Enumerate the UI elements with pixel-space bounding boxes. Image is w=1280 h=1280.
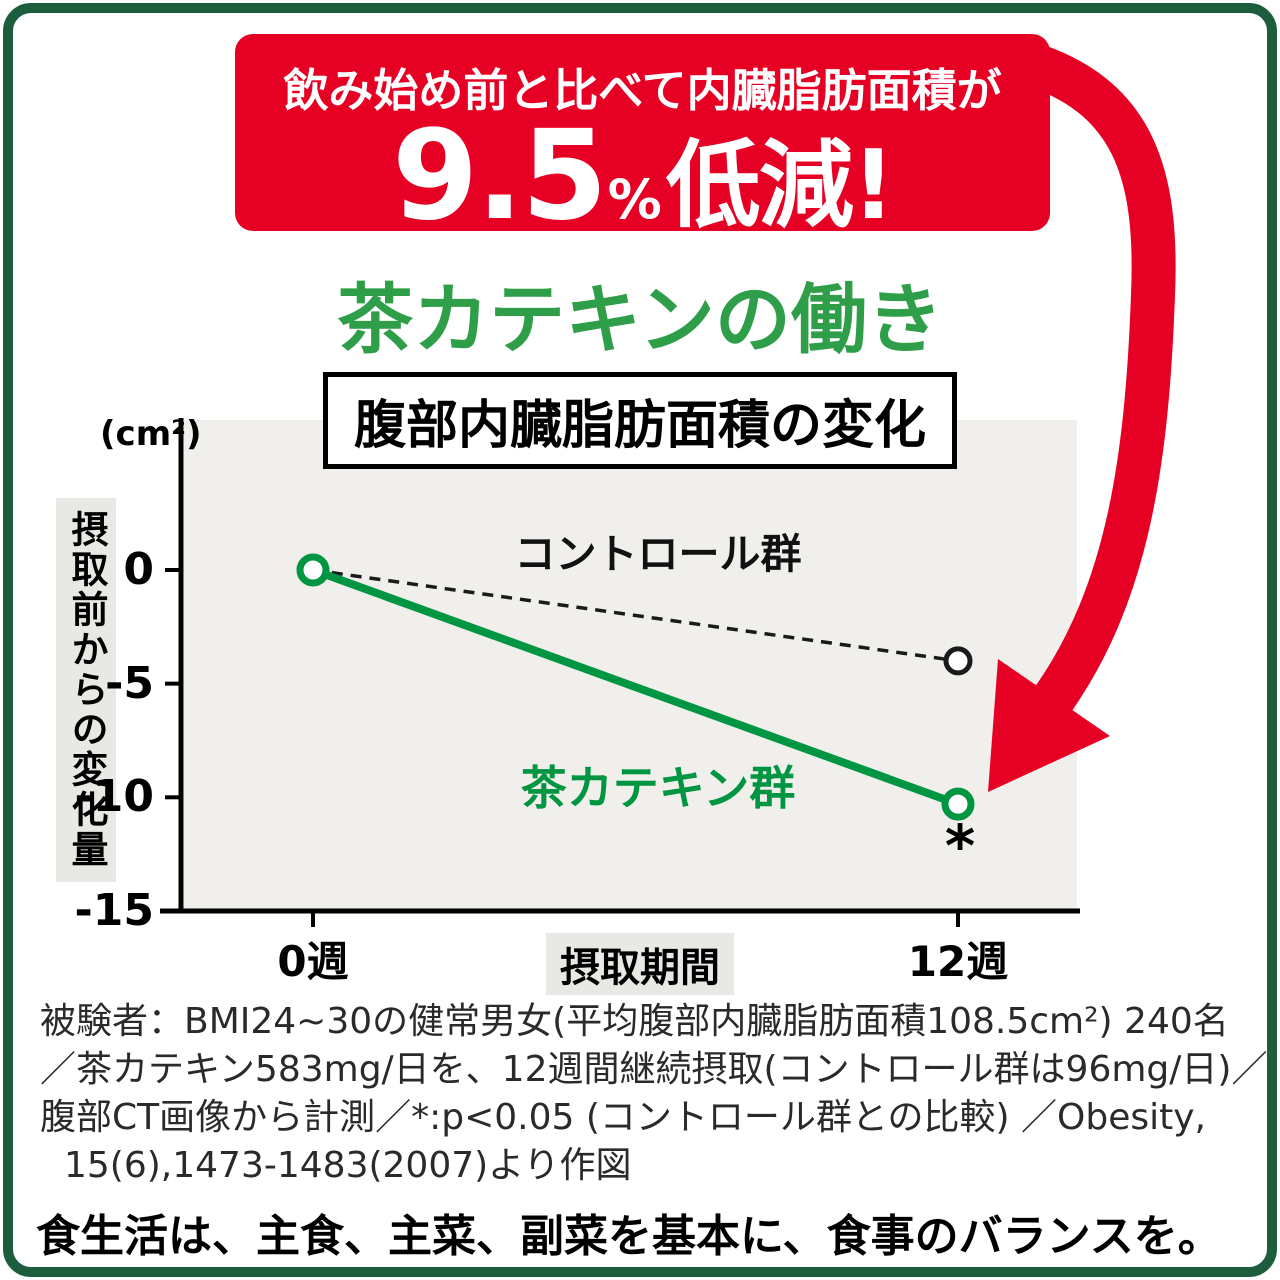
page-title: 茶カテキンの働き — [337, 275, 943, 364]
reduction-label: 低減! — [665, 131, 895, 241]
chart-title: 腹部内臓脂肪面積の変化 — [322, 372, 958, 469]
study-footnote: 被験者：BMI24~30の健常男女(平均腹部内臓脂肪面積108.5cm²) 24… — [40, 998, 1268, 1190]
plot-background — [184, 420, 1077, 911]
y-tick-label: 0 — [123, 544, 154, 595]
y-axis-title: 摂取前からの変化量 — [56, 498, 116, 882]
y-tick-label: -5 — [105, 657, 154, 709]
data-point — [943, 646, 973, 676]
reduction-value: 9.5 — [391, 104, 608, 248]
x-tick-label: 0週 — [277, 937, 349, 986]
y-axis-unit: (cm²) — [100, 414, 202, 454]
series-label-catechin: 茶カテキン群 — [520, 761, 796, 815]
data-point — [941, 787, 975, 821]
footnote-line: 15(6),1473-1483(2007)より作図 — [64, 1145, 632, 1186]
banner-text: 飲み始め前と比べて内臓脂肪面積が — [283, 64, 1002, 117]
y-tick-label: -15 — [74, 884, 155, 936]
data-point — [296, 553, 330, 587]
x-axis-title: 摂取期間 — [546, 933, 734, 995]
footnote-line: 腹部CT画像から計測／*:p<0.05 (コントロール群との比較) ／Obesi… — [40, 1097, 1207, 1138]
percent-sign: % — [607, 168, 662, 231]
dietary-balance-note: 食生活は、主食、主菜、副菜を基本に、食事のバランスを。 — [36, 1211, 1222, 1262]
banner-highlight: 9.5 % 低減! — [391, 104, 895, 248]
footnote-line: ／茶カテキン583mg/日を、12週間継続摂取(コントロール群は96mg/日)／ — [40, 1049, 1268, 1090]
series-label-control: コントロール群 — [514, 530, 802, 578]
x-tick-label: 12週 — [907, 937, 1009, 986]
y-tick-label: -10 — [74, 771, 155, 823]
series-line — [311, 566, 960, 808]
significance-asterisk: * — [944, 812, 976, 880]
series-line — [312, 568, 959, 663]
footnote-line: 被験者：BMI24~30の健常男女(平均腹部内臓脂肪面積108.5cm²) 24… — [40, 1001, 1229, 1042]
headline-banner: 飲み始め前と比べて内臓脂肪面積が 9.5 % 低減! — [235, 34, 1050, 247]
